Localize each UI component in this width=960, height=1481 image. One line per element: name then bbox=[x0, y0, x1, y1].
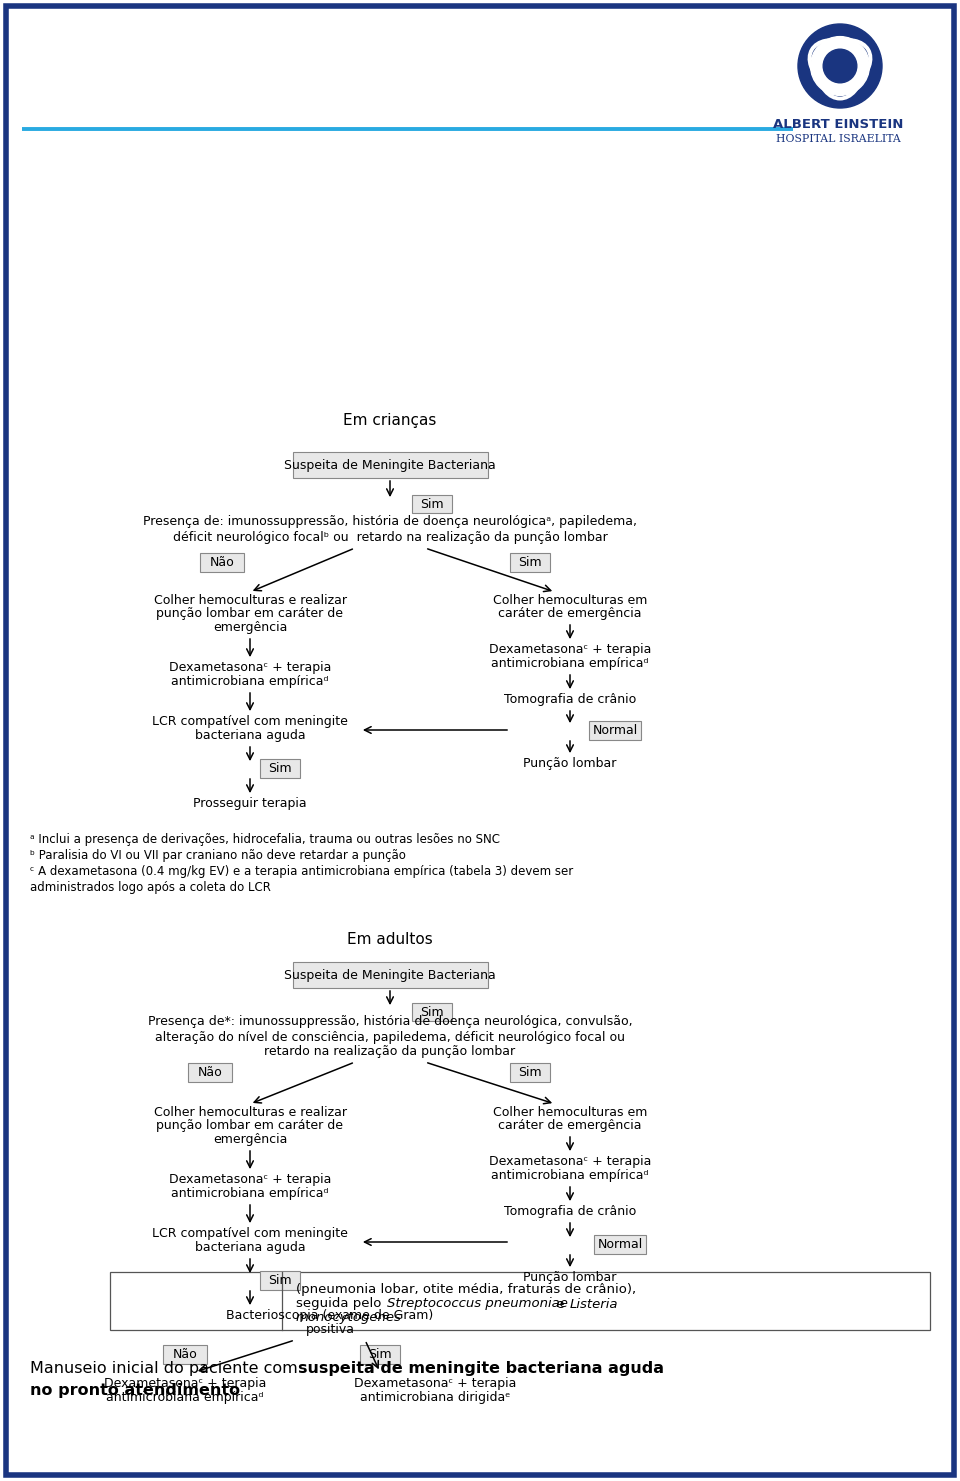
Text: LCR compatível com meningite: LCR compatível com meningite bbox=[152, 715, 348, 729]
Text: Não: Não bbox=[198, 1065, 223, 1078]
Text: Em crianças: Em crianças bbox=[344, 413, 437, 428]
Text: antimicrobiana dirigidaᵉ: antimicrobiana dirigidaᵉ bbox=[360, 1392, 510, 1404]
Text: caráter de emergência: caráter de emergência bbox=[498, 1120, 641, 1133]
FancyBboxPatch shape bbox=[163, 1345, 207, 1364]
Text: Dexametasonaᶜ + terapia: Dexametasonaᶜ + terapia bbox=[489, 644, 651, 656]
Text: monocytogenes: monocytogenes bbox=[296, 1312, 402, 1324]
FancyBboxPatch shape bbox=[260, 1271, 300, 1290]
Text: Sim: Sim bbox=[518, 555, 541, 569]
Circle shape bbox=[810, 37, 870, 95]
Text: Sim: Sim bbox=[420, 498, 444, 511]
Text: Punção lombar: Punção lombar bbox=[523, 1272, 616, 1284]
Text: no pronto atendimento: no pronto atendimento bbox=[30, 1382, 240, 1398]
Text: punção lombar em caráter de: punção lombar em caráter de bbox=[156, 607, 344, 621]
Text: antimicrobiana empíricaᵈ: antimicrobiana empíricaᵈ bbox=[171, 1188, 328, 1201]
Text: Bacterioscopia (exame de Gram): Bacterioscopia (exame de Gram) bbox=[227, 1309, 434, 1323]
Text: Sim: Sim bbox=[369, 1348, 392, 1361]
Text: Dexametasonaᶜ + terapia: Dexametasonaᶜ + terapia bbox=[104, 1377, 266, 1391]
Text: antimicrobiana empíricaᵈ: antimicrobiana empíricaᵈ bbox=[492, 658, 649, 671]
Text: Normal: Normal bbox=[597, 1238, 642, 1250]
Text: Punção lombar: Punção lombar bbox=[523, 757, 616, 770]
Text: Sim: Sim bbox=[420, 1006, 444, 1019]
Text: ᶜ A dexametasona (0.4 mg/kg EV) e a terapia antimicrobiana empírica (tabela 3) d: ᶜ A dexametasona (0.4 mg/kg EV) e a tera… bbox=[30, 865, 573, 878]
FancyBboxPatch shape bbox=[110, 1272, 930, 1330]
Text: ᵃ Inclui a presença de derivações, hidrocefalia, trauma ou outras lesões no SNC: ᵃ Inclui a presença de derivações, hidro… bbox=[30, 834, 500, 847]
Text: Prosseguir terapia: Prosseguir terapia bbox=[193, 797, 307, 810]
Text: Dexametasonaᶜ + terapia: Dexametasonaᶜ + terapia bbox=[354, 1377, 516, 1391]
Text: antimicrobiana empíricaᵈ: antimicrobiana empíricaᵈ bbox=[492, 1170, 649, 1182]
Text: suspeita de meningite bacteriana aguda: suspeita de meningite bacteriana aguda bbox=[298, 1361, 664, 1376]
Text: (pneumonia lobar, otite média, fraturas de crânio),: (pneumonia lobar, otite média, fraturas … bbox=[296, 1284, 636, 1296]
Text: Presença de*: imunossuppressão, história de doença neurológica, convulsão,: Presença de*: imunossuppressão, história… bbox=[148, 1016, 633, 1028]
Text: Sim: Sim bbox=[268, 1274, 292, 1287]
Text: Colher hemoculturas em: Colher hemoculturas em bbox=[492, 594, 647, 607]
Text: déficit neurológico focalᵇ ou  retardo na realização da punção lombar: déficit neurológico focalᵇ ou retardo na… bbox=[173, 532, 608, 545]
Text: Listeria: Listeria bbox=[570, 1297, 618, 1311]
Text: HOSPITAL ISRAELITA: HOSPITAL ISRAELITA bbox=[776, 133, 900, 144]
FancyBboxPatch shape bbox=[293, 963, 488, 988]
Text: caráter de emergência: caráter de emergência bbox=[498, 607, 641, 621]
Text: antimicrobiana empíricaᵈ: antimicrobiana empíricaᵈ bbox=[171, 675, 328, 689]
FancyBboxPatch shape bbox=[360, 1345, 400, 1364]
Text: e: e bbox=[552, 1297, 568, 1311]
FancyBboxPatch shape bbox=[200, 552, 244, 572]
Text: Suspeita de Meningite Bacteriana: Suspeita de Meningite Bacteriana bbox=[284, 459, 496, 471]
Text: Presença de: imunossuppressão, história de doença neurológicaᵃ, papiledema,: Presença de: imunossuppressão, história … bbox=[143, 515, 637, 529]
FancyBboxPatch shape bbox=[589, 720, 641, 739]
Text: Sim: Sim bbox=[518, 1065, 541, 1078]
Text: ᵇ Paralisia do VI ou VII par craniano não deve retardar a punção: ᵇ Paralisia do VI ou VII par craniano nã… bbox=[30, 850, 406, 862]
Text: Colher hemoculturas e realizar: Colher hemoculturas e realizar bbox=[154, 594, 347, 607]
FancyBboxPatch shape bbox=[510, 1062, 550, 1081]
Text: Não: Não bbox=[173, 1348, 198, 1361]
Text: positiva: positiva bbox=[305, 1324, 354, 1336]
Text: Em adultos: Em adultos bbox=[348, 933, 433, 948]
Text: Dexametasonaᶜ + terapia: Dexametasonaᶜ + terapia bbox=[489, 1155, 651, 1169]
Text: seguida pelo: seguida pelo bbox=[296, 1297, 386, 1311]
Text: Colher hemoculturas e realizar: Colher hemoculturas e realizar bbox=[154, 1105, 347, 1118]
Text: Suspeita de Meningite Bacteriana: Suspeita de Meningite Bacteriana bbox=[284, 969, 496, 982]
Text: Streptococcus pneumoniae: Streptococcus pneumoniae bbox=[387, 1297, 568, 1311]
FancyBboxPatch shape bbox=[188, 1062, 232, 1081]
Text: alteração do nível de consciência, papiledema, déficit neurológico focal ou: alteração do nível de consciência, papil… bbox=[155, 1031, 625, 1044]
Text: Normal: Normal bbox=[592, 724, 637, 736]
Text: retardo na realização da punção lombar: retardo na realização da punção lombar bbox=[264, 1046, 516, 1059]
FancyBboxPatch shape bbox=[412, 1003, 452, 1020]
Text: bacteriana aguda: bacteriana aguda bbox=[195, 730, 305, 742]
FancyBboxPatch shape bbox=[412, 495, 452, 512]
Text: Manuseio inicial do paciente com: Manuseio inicial do paciente com bbox=[30, 1361, 302, 1376]
Text: Tomografia de crânio: Tomografia de crânio bbox=[504, 1206, 636, 1219]
FancyBboxPatch shape bbox=[510, 552, 550, 572]
Text: Sim: Sim bbox=[268, 761, 292, 775]
Text: emergência: emergência bbox=[213, 1133, 287, 1146]
Circle shape bbox=[824, 49, 856, 83]
Text: emergência: emergência bbox=[213, 622, 287, 634]
Text: Não: Não bbox=[209, 555, 234, 569]
FancyBboxPatch shape bbox=[293, 452, 488, 478]
FancyBboxPatch shape bbox=[260, 758, 300, 778]
Text: Colher hemoculturas em: Colher hemoculturas em bbox=[492, 1105, 647, 1118]
Circle shape bbox=[798, 24, 882, 108]
Text: administrados logo após a coleta do LCR: administrados logo após a coleta do LCR bbox=[30, 881, 271, 895]
Text: Tomografia de crânio: Tomografia de crânio bbox=[504, 693, 636, 706]
Text: ALBERT EINSTEIN: ALBERT EINSTEIN bbox=[773, 117, 903, 130]
Text: antimicrobiana empíricaᵈ: antimicrobiana empíricaᵈ bbox=[107, 1392, 264, 1404]
Text: Dexametasonaᶜ + terapia: Dexametasonaᶜ + terapia bbox=[169, 662, 331, 674]
Text: Dexametasonaᶜ + terapia: Dexametasonaᶜ + terapia bbox=[169, 1173, 331, 1186]
FancyBboxPatch shape bbox=[594, 1235, 646, 1253]
Text: bacteriana aguda: bacteriana aguda bbox=[195, 1241, 305, 1254]
Text: punção lombar em caráter de: punção lombar em caráter de bbox=[156, 1120, 344, 1133]
Text: LCR compatível com meningite: LCR compatível com meningite bbox=[152, 1228, 348, 1241]
